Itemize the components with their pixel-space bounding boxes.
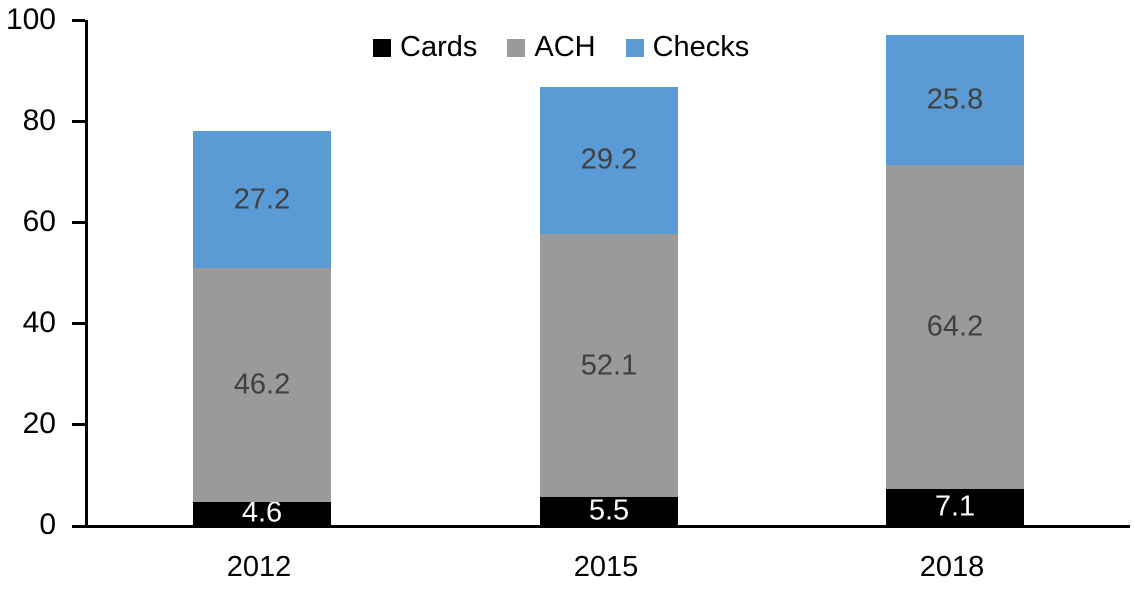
y-tick-mark (72, 525, 85, 528)
bar-segment-cards-2018: 7.1 (886, 489, 1024, 525)
y-tick-mark (72, 120, 85, 123)
cards-legend-swatch (373, 38, 391, 57)
bar-segment-ach-2018: 64.2 (886, 164, 1024, 490)
legend-item-checks: Checks (625, 31, 750, 63)
x-axis-label-2012: 2012 (226, 551, 292, 583)
bar-segment-ach-2012: 46.2 (193, 268, 331, 502)
legend: Cards ACH Checks (373, 33, 749, 62)
bar-segment-checks-2012: 27.2 (193, 131, 331, 269)
bar-segment-checks-2018: 25.8 (886, 34, 1024, 165)
data-label-ach-2012: 46.2 (233, 368, 291, 401)
x-axis-label-2015: 2015 (573, 551, 639, 583)
bar-group-2018: 7.1 64.2 25.8 (886, 34, 1024, 525)
plot-area: 0 20 40 60 80 100 4.6 46.2 27.2 5.5 52.1 (6, 4, 1130, 541)
y-tick-label: 60 (22, 205, 56, 238)
legend-label-cards: Cards (400, 31, 478, 63)
data-label-ach-2018: 64.2 (926, 310, 984, 343)
data-label-cards-2012: 4.6 (241, 496, 283, 529)
data-label-ach-2015: 52.1 (580, 349, 638, 382)
bar-segment-checks-2015: 29.2 (540, 86, 678, 235)
checks-legend-swatch (625, 38, 644, 57)
legend-item-cards: Cards (373, 33, 477, 62)
ach-legend-swatch (507, 38, 526, 57)
bar-segment-cards-2015: 5.5 (540, 494, 678, 527)
data-label-cards-2015: 5.5 (588, 494, 630, 527)
data-label-cards-2018: 7.1 (934, 490, 976, 523)
legend-item-ach: ACH (507, 31, 596, 63)
legend-label-checks: Checks (652, 31, 750, 63)
x-axis-label-2018: 2018 (919, 551, 985, 583)
y-tick-mark (72, 423, 85, 426)
bar-group-2015: 5.5 52.1 29.2 (540, 86, 678, 527)
legend-label-ach: ACH (534, 31, 596, 63)
y-tick-mark (72, 19, 85, 22)
bar-segment-cards-2012: 4.6 (193, 497, 331, 529)
bar-segment-ach-2015: 52.1 (540, 234, 678, 498)
y-tick-label: 20 (22, 407, 56, 440)
y-tick-label: 100 (5, 3, 56, 36)
data-label-checks-2015: 29.2 (580, 143, 638, 176)
y-tick-mark (72, 221, 85, 224)
data-label-checks-2012: 27.2 (233, 183, 291, 216)
y-tick-label: 0 (39, 508, 56, 541)
bar-group-2012: 4.6 46.2 27.2 (193, 131, 331, 529)
data-label-checks-2018: 25.8 (926, 83, 984, 116)
y-tick-mark (72, 322, 85, 325)
y-tick-label: 80 (22, 104, 56, 137)
y-tick-label: 40 (22, 306, 56, 339)
